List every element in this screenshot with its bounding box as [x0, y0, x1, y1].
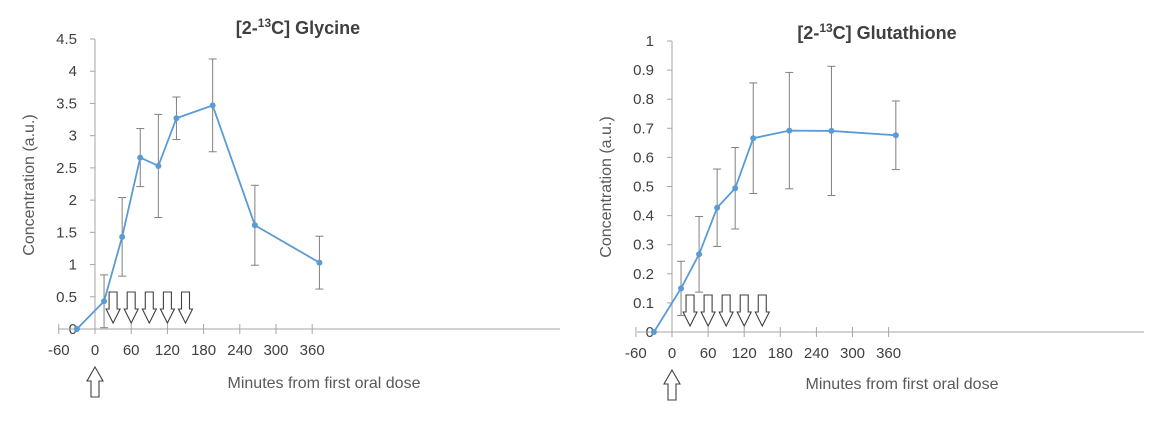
dose-arrows [663, 294, 771, 401]
y-tick-label: 0.7 [633, 120, 654, 137]
data-point [119, 233, 126, 240]
y-tick-label: 2 [69, 192, 77, 209]
dose-arrow-down [700, 294, 716, 328]
x-axis-title: Minutes from first oral dose [806, 376, 999, 393]
y-tick-label: 0.8 [633, 91, 654, 108]
error-bars [100, 58, 324, 329]
glutathione-chart: [2-13C] Glutathione Concentration (a.u.)… [598, 21, 1144, 401]
x-tick-label: 180 [768, 345, 793, 362]
x-tick-label: -60 [625, 345, 647, 362]
x-axis-title: Minutes from first oral dose [228, 375, 421, 392]
x-tick-label: 360 [300, 342, 325, 359]
data-point [101, 298, 108, 305]
y-tick-label: 0.3 [633, 237, 654, 254]
y-tick-label: 1.5 [56, 224, 77, 241]
x-tick-label: 60 [700, 345, 717, 362]
y-tick-label: 0.1 [633, 295, 654, 312]
x-tick-label: 0 [668, 345, 676, 362]
data-point [73, 326, 80, 332]
dose-arrow-down [123, 291, 140, 325]
glycine-chart: [2-13C] Glycine Concentration (a.u.) Min… [21, 16, 560, 398]
dose-arrow-down [718, 294, 735, 328]
y-tick-label: 2.5 [56, 160, 77, 177]
data-point [714, 204, 721, 211]
dose-arrow-down [682, 294, 698, 328]
dose-arrow-down [754, 294, 771, 328]
x-tick-label: 300 [840, 345, 865, 362]
data-point [650, 329, 657, 335]
dose-arrow-down [159, 291, 176, 325]
data-point [251, 222, 258, 229]
dose-arrow-up [663, 368, 681, 401]
dose-arrows [86, 291, 194, 398]
x-tick-label: 300 [263, 342, 288, 359]
x-tick-label: 120 [732, 345, 757, 362]
y-tick-label: 0.2 [633, 266, 654, 283]
y-tick-label: 0.5 [633, 179, 654, 196]
chart-title: [2-13C] Glycine [236, 16, 360, 38]
y-tick-label: 4 [69, 63, 77, 80]
dose-arrow-down [177, 291, 194, 325]
y-tick-labels: 00.10.20.30.40.50.60.70.80.91 [633, 33, 654, 341]
x-tick-label: 180 [191, 342, 216, 359]
y-tick-label: 1 [69, 257, 77, 274]
data-point [750, 135, 757, 142]
data-point [828, 127, 835, 134]
axes [58, 38, 560, 334]
x-tick-label: 360 [876, 345, 901, 362]
error-bars [677, 65, 900, 316]
y-tick-label: 0.9 [633, 62, 654, 79]
x-tick-label: 0 [91, 342, 99, 359]
x-tick-label: 120 [155, 342, 180, 359]
series [73, 102, 323, 332]
data-point [678, 285, 685, 292]
y-tick-labels: 00.511.522.533.544.5 [56, 31, 77, 338]
dose-arrow-up [86, 365, 104, 398]
data-point [316, 259, 323, 266]
x-tick-label: 60 [123, 342, 140, 359]
data-point [173, 115, 180, 122]
series [650, 127, 899, 335]
y-tick-label: 0.4 [633, 208, 654, 225]
dose-arrow-down [105, 291, 121, 325]
y-axis-title: Concentration (a.u.) [21, 114, 38, 255]
dose-arrow-down [141, 291, 158, 325]
axes [635, 40, 1144, 337]
x-tick-labels: -60 0 60 120 180 240 300 360 [625, 345, 901, 362]
y-tick-label: 3.5 [56, 95, 77, 112]
data-point [155, 162, 162, 169]
data-point [209, 102, 216, 109]
x-tick-label: 240 [227, 342, 252, 359]
data-point [696, 251, 703, 258]
chart-title: [2-13C] Glutathione [797, 21, 956, 43]
y-tick-label: 3 [69, 128, 77, 145]
y-tick-label: 0.6 [633, 149, 654, 166]
y-axis-title: Concentration (a.u.) [598, 116, 615, 257]
y-tick-label: 0.5 [56, 289, 77, 306]
y-tick-label: 4.5 [56, 31, 77, 48]
data-point [732, 185, 739, 192]
data-point [892, 132, 899, 139]
x-tick-label: 240 [804, 345, 829, 362]
dose-arrow-down [736, 294, 753, 328]
x-tick-label: -60 [48, 342, 70, 359]
y-tick-label: 1 [646, 33, 654, 50]
data-point [137, 154, 144, 161]
data-point [786, 127, 793, 134]
x-tick-labels: -60 0 60 120 180 240 300 360 [48, 342, 325, 359]
